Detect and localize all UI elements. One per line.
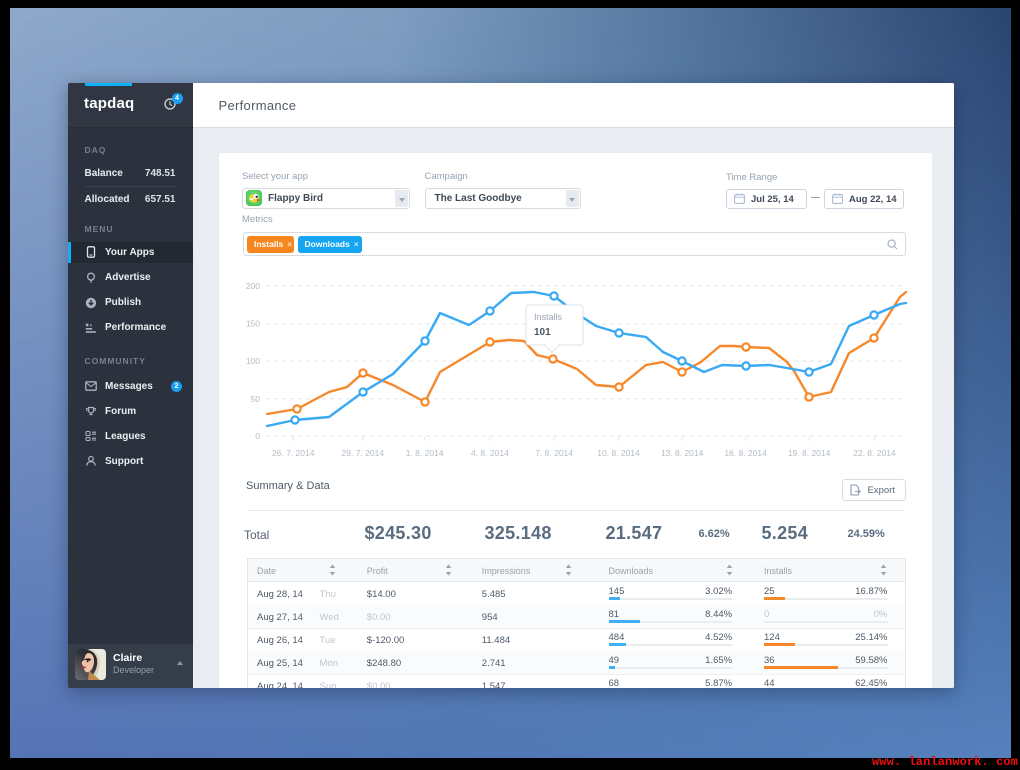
- svg-text:16. 8. 2014: 16. 8. 2014: [724, 448, 767, 458]
- svg-text:150: 150: [245, 319, 259, 329]
- svg-text:Installs: Installs: [534, 312, 563, 322]
- svg-text:7. 8. 2014: 7. 8. 2014: [535, 448, 573, 458]
- svg-text:29. 7. 2014: 29. 7. 2014: [341, 448, 384, 458]
- svg-text:100: 100: [245, 356, 259, 366]
- svg-text:26. 7. 2014: 26. 7. 2014: [271, 448, 314, 458]
- svg-text:200: 200: [245, 281, 259, 291]
- svg-text:50: 50: [250, 394, 260, 404]
- svg-text:0: 0: [255, 431, 260, 441]
- svg-text:4. 8. 2014: 4. 8. 2014: [470, 448, 508, 458]
- svg-text:1. 8. 2014: 1. 8. 2014: [405, 448, 443, 458]
- svg-text:101: 101: [534, 327, 551, 338]
- svg-text:22. 8. 2014: 22. 8. 2014: [853, 448, 896, 458]
- svg-text:19. 8. 2014: 19. 8. 2014: [787, 448, 830, 458]
- svg-text:13. 8. 2014: 13. 8. 2014: [660, 448, 703, 458]
- svg-text:10. 8. 2014: 10. 8. 2014: [597, 448, 640, 458]
